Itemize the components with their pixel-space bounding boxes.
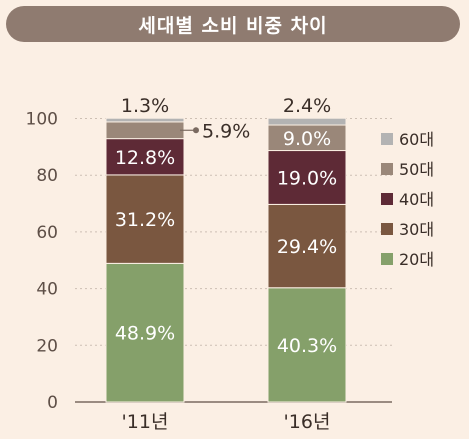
data-label: 19.0% xyxy=(277,167,337,189)
legend-swatch xyxy=(381,163,393,175)
legend-swatch xyxy=(381,133,393,145)
legend-swatch xyxy=(381,193,393,205)
bar-segment xyxy=(267,117,347,126)
bar-segment xyxy=(105,138,185,176)
x-tick-label: '16년 xyxy=(284,411,331,433)
data-label: 2.4% xyxy=(283,95,331,117)
data-label: 1.3% xyxy=(121,95,169,117)
y-tick-label: 80 xyxy=(36,166,58,186)
legend-label: 20대 xyxy=(399,250,434,269)
callout-dot xyxy=(193,127,199,134)
chart-title: 세대별 소비 비중 차이 xyxy=(138,14,328,37)
data-label: 48.9% xyxy=(115,323,175,345)
y-tick-label: 60 xyxy=(36,223,58,243)
y-tick-label: 0 xyxy=(47,393,58,413)
bar-segment xyxy=(267,203,347,289)
legend-label: 30대 xyxy=(399,220,434,239)
legend-swatch xyxy=(381,223,393,235)
bar-segment xyxy=(105,117,185,123)
legend-label: 40대 xyxy=(399,190,434,209)
data-label: 31.2% xyxy=(115,209,175,231)
y-tick-label: 20 xyxy=(36,336,58,356)
y-tick-label: 100 xyxy=(26,110,58,130)
bar-segment xyxy=(105,262,185,403)
legend-swatch xyxy=(381,253,393,265)
data-label: 40.3% xyxy=(277,335,337,357)
data-label: 12.8% xyxy=(115,147,175,169)
x-tick-label: '11년 xyxy=(122,411,169,433)
data-label: 5.9% xyxy=(202,120,250,142)
data-label: 9.0% xyxy=(283,128,331,150)
legend-label: 60대 xyxy=(399,130,434,149)
legend-label: 50대 xyxy=(399,160,434,179)
data-label: 29.4% xyxy=(277,236,337,258)
bar-segment xyxy=(105,121,185,140)
chart-title-bar: 세대별 소비 비중 차이 xyxy=(6,6,460,42)
y-tick-label: 40 xyxy=(36,280,58,300)
bar-segment xyxy=(267,150,347,205)
bar-segment xyxy=(267,287,347,403)
